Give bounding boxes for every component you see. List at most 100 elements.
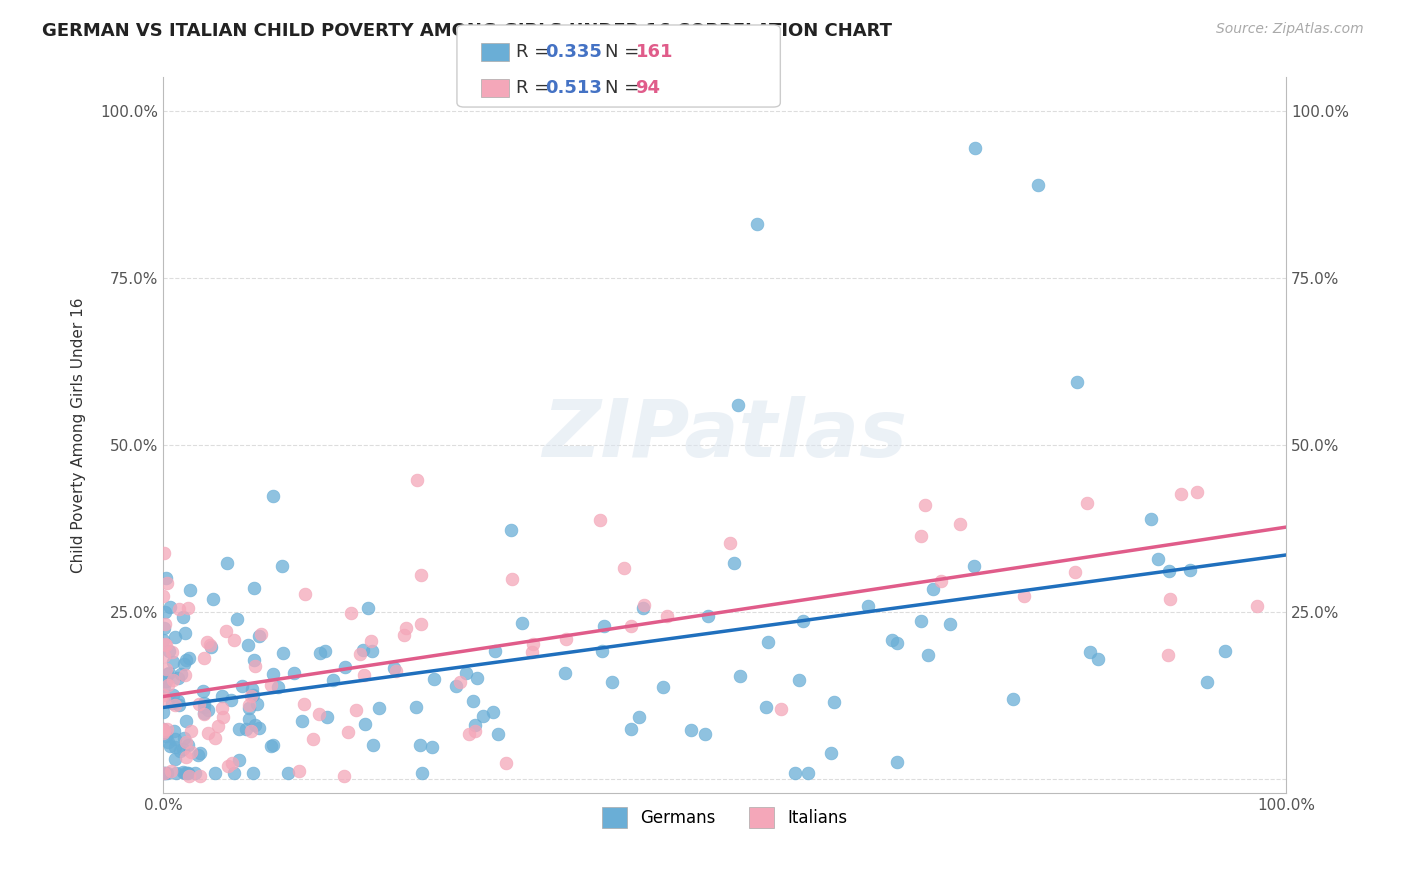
Point: [155, 674, 177, 689]
Point: [260, 678, 283, 692]
Point: [242, 688, 264, 702]
Point: [159, 739, 181, 753]
Point: [917, 648, 939, 663]
Point: [1014, 589, 1036, 603]
Point: [160, 764, 183, 778]
Point: [165, 698, 187, 713]
Point: [1001, 691, 1024, 706]
Point: [756, 635, 779, 649]
Point: [180, 723, 202, 738]
Point: [165, 631, 187, 645]
Point: [322, 673, 344, 688]
Point: [172, 765, 194, 780]
Point: [353, 668, 375, 682]
Point: [266, 680, 288, 694]
Point: [1159, 564, 1181, 578]
Point: [152, 633, 174, 648]
Point: [174, 668, 197, 682]
Point: [188, 769, 211, 783]
Point: [463, 694, 485, 708]
Point: [153, 692, 176, 706]
Point: [1246, 599, 1268, 613]
Point: [167, 602, 190, 616]
Point: [593, 619, 616, 633]
Point: [283, 665, 305, 680]
Point: [174, 653, 197, 667]
Point: [193, 706, 215, 720]
Point: [409, 617, 432, 632]
Point: [1170, 486, 1192, 500]
Point: [554, 665, 576, 680]
Point: [153, 637, 176, 651]
Point: [886, 635, 908, 649]
Point: [217, 759, 239, 773]
Point: [591, 644, 613, 658]
Point: [198, 639, 221, 653]
Point: [155, 571, 177, 585]
Point: [160, 697, 183, 711]
Text: R =: R =: [516, 79, 555, 97]
Point: [349, 647, 371, 661]
Point: [188, 746, 211, 760]
Point: [314, 644, 336, 658]
Point: [240, 723, 263, 738]
Point: [464, 723, 486, 738]
Point: [405, 473, 427, 487]
Point: [333, 659, 356, 673]
Point: [340, 606, 363, 620]
Point: [1159, 591, 1181, 606]
Point: [173, 731, 195, 745]
Text: 0.513: 0.513: [546, 79, 602, 97]
Point: [197, 726, 219, 740]
Point: [633, 599, 655, 613]
Point: [204, 765, 226, 780]
Point: [510, 616, 533, 631]
Point: [259, 739, 281, 753]
Point: [153, 726, 176, 740]
Point: [221, 756, 243, 771]
Point: [201, 591, 224, 606]
Point: [156, 667, 179, 681]
Point: [243, 718, 266, 732]
Point: [236, 638, 259, 652]
Point: [162, 645, 184, 659]
Point: [356, 600, 378, 615]
Point: [472, 709, 495, 723]
Point: [163, 724, 186, 739]
Point: [745, 218, 768, 232]
Point: [238, 712, 260, 726]
Point: [152, 766, 174, 780]
Point: [155, 729, 177, 743]
Point: [1087, 652, 1109, 666]
Point: [1187, 484, 1209, 499]
Text: 94: 94: [636, 79, 661, 97]
Point: [222, 765, 245, 780]
Text: N =: N =: [605, 79, 644, 97]
Point: [173, 657, 195, 671]
Point: [465, 671, 488, 685]
Point: [337, 724, 360, 739]
Point: [152, 765, 174, 780]
Point: [856, 599, 879, 613]
Point: [174, 735, 197, 749]
Point: [153, 723, 176, 738]
Point: [167, 698, 190, 713]
Point: [193, 696, 215, 710]
Point: [354, 717, 377, 731]
Point: [193, 700, 215, 714]
Point: [627, 710, 650, 724]
Point: [219, 693, 242, 707]
Point: [308, 646, 330, 660]
Point: [162, 655, 184, 669]
Point: [176, 601, 198, 615]
Point: [242, 653, 264, 667]
Point: [789, 673, 811, 687]
Point: [193, 651, 215, 665]
Point: [152, 722, 174, 736]
Point: [464, 718, 486, 732]
Point: [169, 744, 191, 758]
Point: [180, 745, 202, 759]
Point: [277, 765, 299, 780]
Point: [727, 398, 749, 412]
Point: [882, 632, 904, 647]
